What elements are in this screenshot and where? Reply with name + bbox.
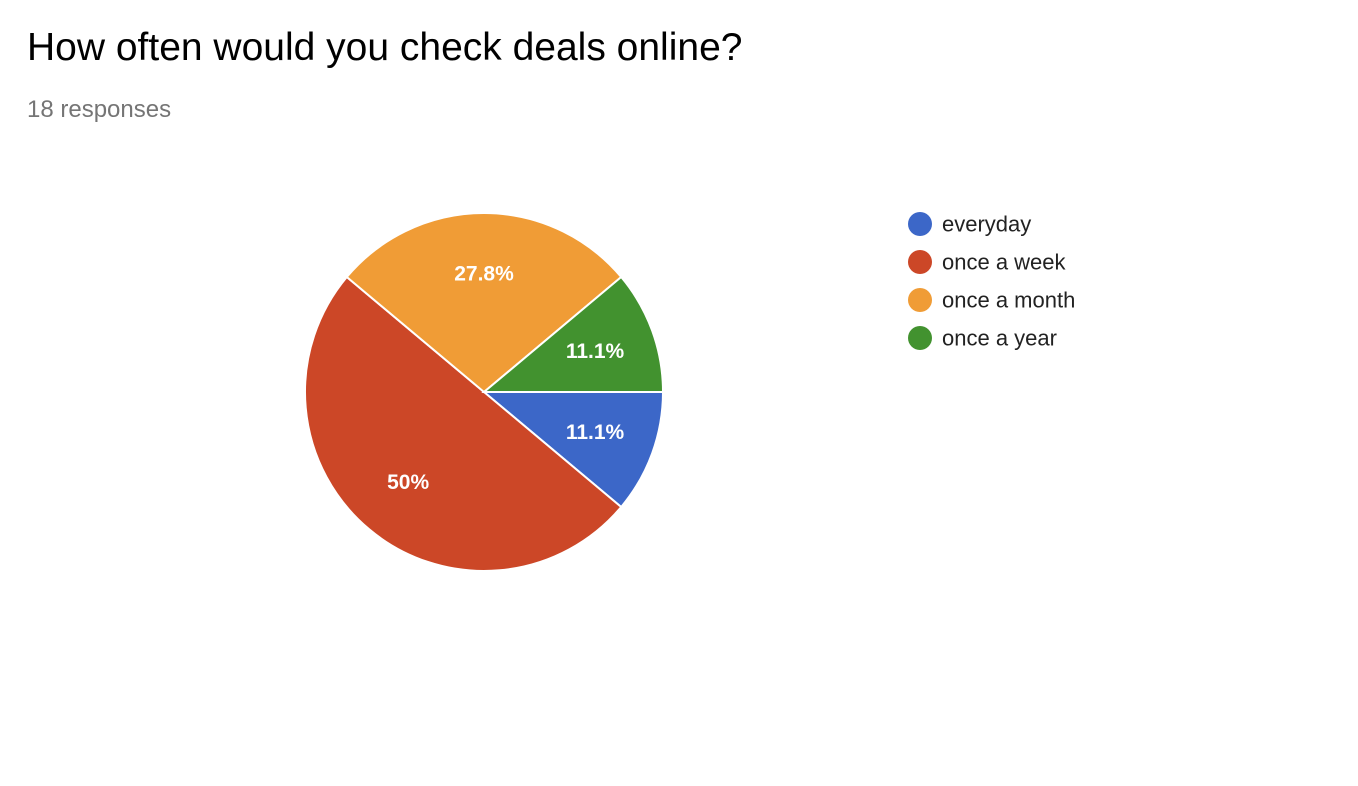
chart-legend: everyday once a week once a month once a ye…: [908, 212, 1075, 351]
legend-label: once a week: [942, 250, 1067, 275]
legend-marker: [908, 212, 932, 236]
pie-slice-everyday[interactable]: [481, 391, 665, 509]
pie-slices: [304, 212, 665, 572]
legend-marker: [908, 288, 932, 312]
legend-marker: [908, 326, 932, 350]
slice-percent-label: 11.1%: [566, 421, 625, 444]
pie-slice-once-a-year[interactable]: [481, 275, 665, 393]
slice-percent-label: 27.8%: [454, 262, 514, 285]
legend-label: everyday: [942, 212, 1031, 237]
pie-slice-once-a-week[interactable]: [304, 275, 623, 572]
slice-percent-label: 11.1%: [566, 340, 625, 363]
slice-percent-label: 50%: [387, 471, 429, 494]
legend-marker: [908, 250, 932, 274]
pie-labels: 11.1% 50% 27.8% 11.1%: [387, 262, 624, 494]
legend-label: once a year: [942, 326, 1057, 351]
response-count: 18 responses: [27, 96, 172, 123]
pie-slice-once-a-month[interactable]: [345, 212, 623, 394]
question-title: How often would you check deals online?: [27, 26, 743, 69]
legend-label: once a month: [942, 288, 1075, 313]
